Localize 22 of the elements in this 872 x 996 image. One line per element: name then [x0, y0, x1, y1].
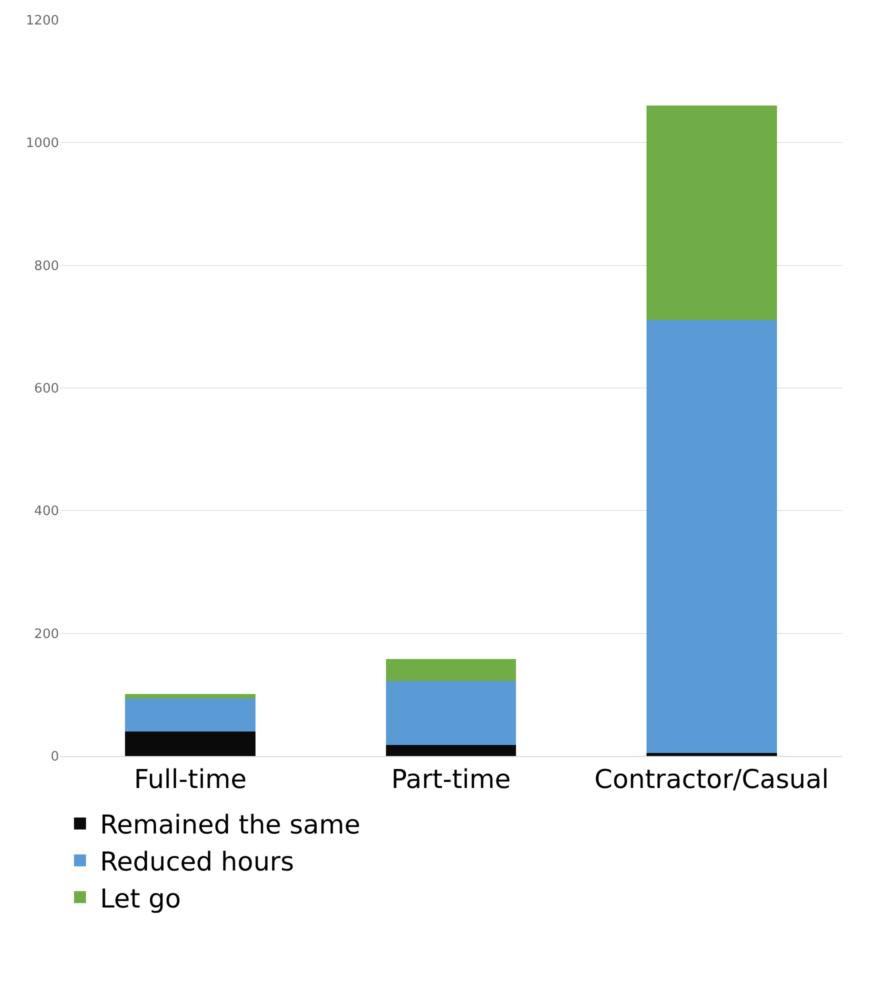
y-tick-label: 200 [34, 626, 59, 642]
bar [646, 320, 777, 753]
bar [386, 744, 516, 756]
y-tick-label: 0 [50, 750, 59, 765]
legend-label: Let go [100, 884, 181, 914]
bar [646, 105, 777, 320]
y-tick-label: 1200 [26, 14, 59, 29]
x-tick-label: Full-time [134, 765, 247, 796]
y-tick-label: 1000 [26, 136, 59, 152]
legend-label: Reduced hours [100, 848, 294, 878]
x-tick-label: Contractor/Casual [594, 765, 829, 796]
bar [386, 681, 516, 745]
bar [386, 659, 516, 682]
y-tick-label: 600 [34, 382, 59, 397]
legend-label: Remained the same [100, 810, 360, 841]
bar [646, 752, 777, 756]
y-tick-label: 800 [34, 258, 59, 274]
x-tick-label: Part-time [391, 765, 511, 796]
bar [125, 698, 256, 732]
bar [125, 731, 256, 756]
bar [125, 694, 256, 698]
y-tick-label: 400 [34, 504, 59, 520]
